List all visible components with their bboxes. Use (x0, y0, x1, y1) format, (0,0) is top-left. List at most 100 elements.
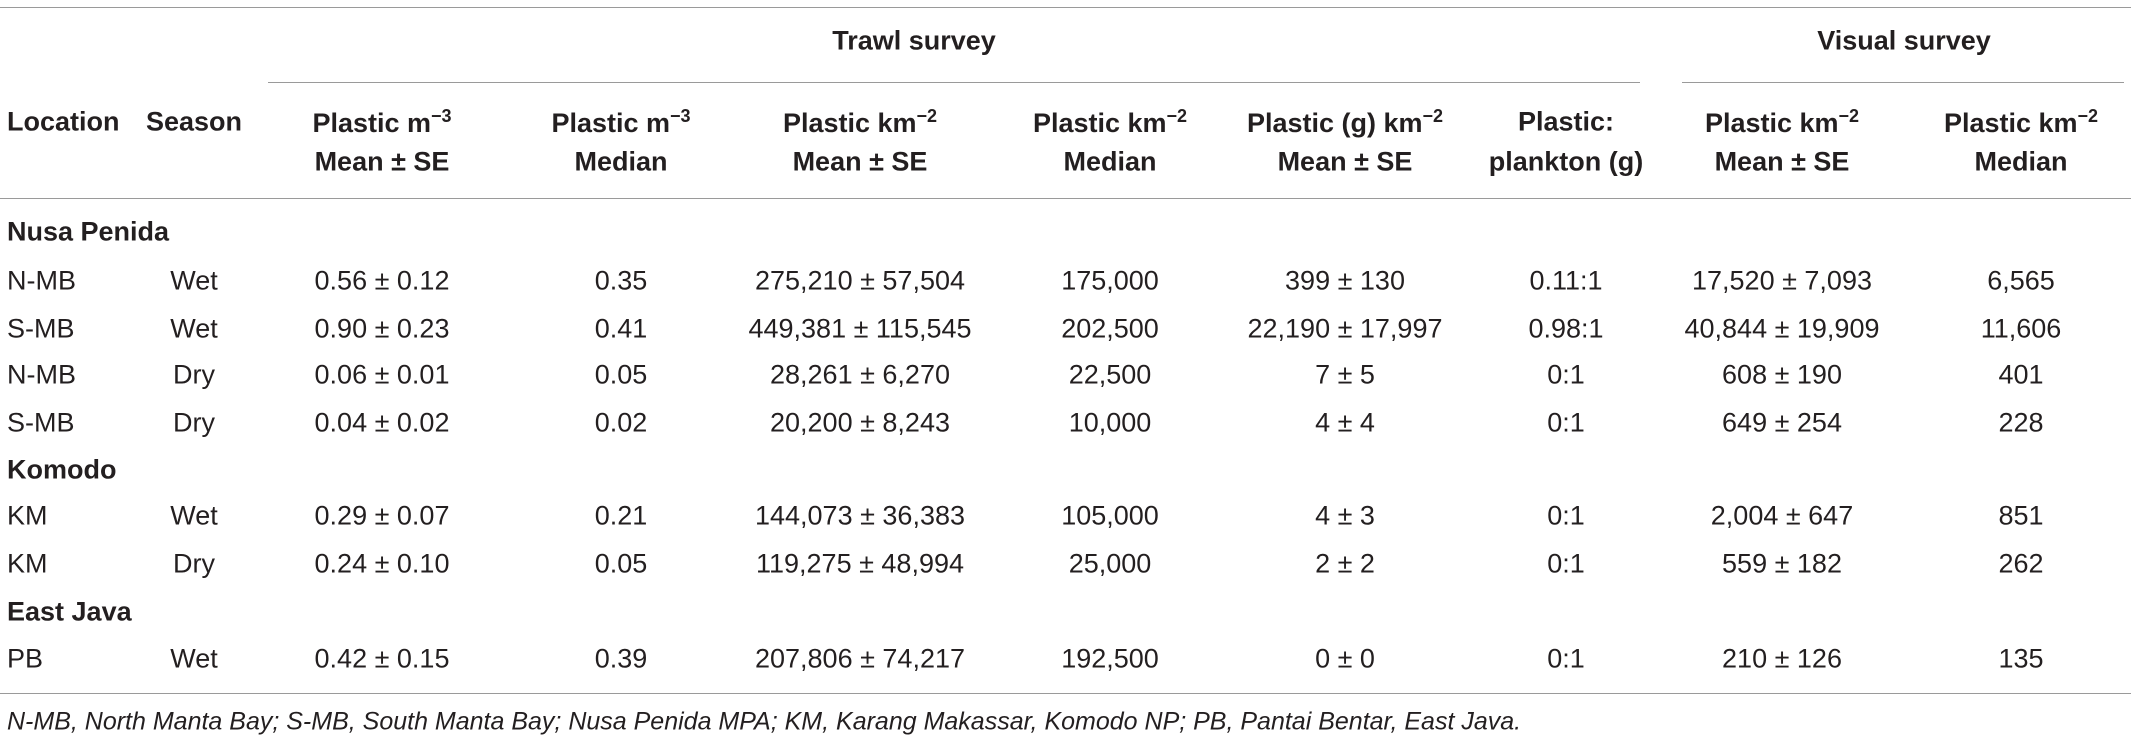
header-superscript: −2 (1166, 106, 1188, 126)
group-label: Nusa Penida (7, 216, 170, 247)
table-cell: 17,520 ± 7,093 (1692, 265, 1872, 296)
table-cell: 2,004 ± 647 (1710, 500, 1854, 531)
table-cell: 105,000 (1061, 500, 1159, 531)
spanner-label: Visual survey (1817, 25, 1991, 56)
table-cell: 0 ± 0 (1315, 643, 1375, 674)
header-text: Plastic m (312, 108, 432, 138)
footnote: N-MB, North Manta Bay; S-MB, South Manta… (7, 707, 1522, 736)
table-cell: 275,210 ± 57,504 (754, 265, 966, 296)
table-cell: 10,000 (1068, 407, 1152, 438)
table-cell: 0:1 (1547, 500, 1585, 531)
header-superscript: −2 (1422, 106, 1444, 126)
table-cell: 0.56 ± 0.12 (314, 265, 450, 296)
table-cell: 401 (1998, 359, 2044, 390)
table-cell: KM (7, 548, 48, 579)
table-cell: 22,500 (1068, 359, 1152, 390)
table-cell: Dry (173, 548, 215, 579)
table-cell: 0.42 ± 0.15 (314, 643, 450, 674)
table-cell: 0.06 ± 0.01 (314, 359, 450, 390)
header-text: Season (145, 106, 243, 137)
column-header: Plastic m−3 (312, 107, 451, 137)
table-cell: 0:1 (1547, 359, 1585, 390)
rule-line (0, 693, 2131, 694)
column-header: Season (145, 106, 243, 137)
rule-line (1682, 82, 2124, 83)
header-text: Plastic km (1943, 108, 2078, 138)
table-cell: 4 ± 4 (1315, 407, 1375, 438)
table-cell: 262 (1998, 548, 2044, 579)
table-cell: 0.04 ± 0.02 (314, 407, 450, 438)
table-cell: 2 ± 2 (1315, 548, 1375, 579)
header-subtext: Mean ± SE (792, 146, 928, 177)
header-superscript: −2 (2077, 106, 2099, 126)
header-text: Plastic km (1032, 108, 1167, 138)
header-subtext: Median (574, 146, 668, 177)
column-header: Location (7, 106, 120, 137)
table-cell: 40,844 ± 19,909 (1684, 313, 1880, 344)
table-cell: S-MB (7, 407, 75, 438)
table-cell: 175,000 (1061, 265, 1159, 296)
header-subtext: Mean ± SE (1714, 146, 1850, 177)
header-superscript: −3 (670, 106, 691, 126)
table-cell: Wet (170, 265, 218, 296)
table-cell: 0.90 ± 0.23 (314, 313, 450, 344)
table-cell: Wet (170, 643, 218, 674)
rule-line (0, 198, 2131, 199)
table-cell: 0.24 ± 0.10 (314, 548, 450, 579)
table-cell: Wet (170, 500, 218, 531)
column-header: Plastic: (1517, 106, 1615, 137)
table-cell: 4 ± 3 (1315, 500, 1375, 531)
table-cell: 0:1 (1547, 407, 1585, 438)
table-cell: 851 (1998, 500, 2044, 531)
rule-line (268, 82, 1640, 83)
table-cell: 135 (1998, 643, 2044, 674)
column-header: Plastic km−2 (1705, 107, 1859, 137)
table-cell: 25,000 (1068, 548, 1152, 579)
header-text: Plastic km (782, 108, 917, 138)
table-cell: 0.21 (594, 500, 648, 531)
header-subtext: Median (1063, 146, 1157, 177)
header-superscript: −3 (431, 106, 452, 126)
table-cell: 202,500 (1061, 313, 1159, 344)
table-cell: 0.29 ± 0.07 (314, 500, 450, 531)
table-cell: 22,190 ± 17,997 (1247, 313, 1443, 344)
table-cell: 210 ± 126 (1722, 643, 1842, 674)
header-text: Plastic: (1517, 106, 1615, 137)
table-cell: 559 ± 182 (1722, 548, 1842, 579)
table-cell: 207,806 ± 74,217 (754, 643, 966, 674)
table-cell: 228 (1998, 407, 2044, 438)
header-text: Plastic (g) km (1246, 108, 1423, 138)
table-cell: 608 ± 190 (1722, 359, 1842, 390)
header-superscript: −2 (1838, 106, 1860, 126)
spanner-label: Trawl survey (832, 25, 996, 56)
column-header: Plastic km−2 (1033, 107, 1187, 137)
table-cell: 119,275 ± 48,994 (756, 548, 964, 579)
table-cell: 0.05 (594, 359, 648, 390)
table-cell: 449,381 ± 115,545 (748, 313, 972, 344)
table-cell: KM (7, 500, 48, 531)
header-subtext: Mean ± SE (314, 146, 450, 177)
table-cell: Dry (173, 407, 215, 438)
table-cell: 0.02 (594, 407, 648, 438)
table-cell: 28,261 ± 6,270 (770, 359, 950, 390)
table-cell: 20,200 ± 8,243 (770, 407, 950, 438)
table-cell: 0.11:1 (1529, 265, 1603, 296)
header-text: Plastic km (1704, 108, 1839, 138)
table-cell: 0.41 (594, 313, 648, 344)
table-cell: 11,606 (1980, 313, 2062, 344)
header-text: Location (7, 106, 120, 137)
table-cell: 0.35 (594, 265, 648, 296)
table-cell: 144,073 ± 36,383 (754, 500, 966, 531)
column-header: Plastic km−2 (783, 107, 937, 137)
rule-line (0, 7, 2131, 8)
table-cell: Wet (170, 313, 218, 344)
table-cell: PB (7, 643, 44, 674)
table-cell: S-MB (7, 313, 75, 344)
table-cell: 0.98:1 (1528, 313, 1604, 344)
table-cell: N-MB (7, 359, 76, 390)
table-cell: 6,565 (1987, 265, 2055, 296)
header-text: Plastic m (551, 108, 671, 138)
column-header: Plastic (g) km−2 (1247, 107, 1443, 137)
table-cell: 7 ± 5 (1315, 359, 1375, 390)
